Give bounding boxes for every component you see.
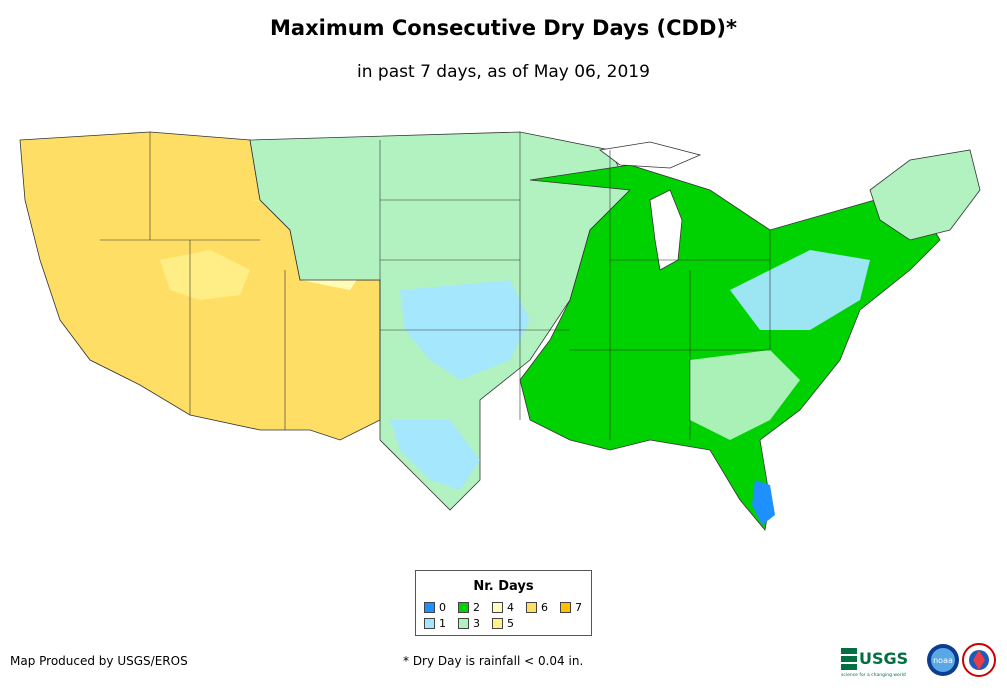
legend-item: 2: [458, 601, 480, 614]
legend-swatch: [492, 618, 503, 629]
legend-item: 3: [458, 617, 480, 630]
legend-swatch: [458, 602, 469, 613]
legend: Nr. Days 0 1 2 3 4 5 6: [415, 570, 592, 636]
legend-item: 7: [560, 601, 582, 614]
region-west-5-days: [160, 250, 250, 300]
us-map: [10, 120, 995, 550]
legend-item: 0: [424, 601, 446, 614]
legend-label: 4: [507, 601, 514, 614]
legend-label: 7: [575, 601, 582, 614]
legend-swatch: [424, 602, 435, 613]
legend-label: 6: [541, 601, 548, 614]
usgs-logo: USGS science for a changing world: [841, 648, 908, 678]
us-map-svg: [19, 131, 981, 531]
legend-items: 0 1 2 3 4 5 6 7: [424, 601, 594, 635]
legend-label: 0: [439, 601, 446, 614]
map-subtitle: in past 7 days, as of May 06, 2019: [357, 62, 650, 82]
logos-svg: USGS science for a changing world noaa: [841, 643, 996, 678]
legend-item: 1: [424, 617, 446, 630]
legend-swatch: [458, 618, 469, 629]
nws-logo: [962, 643, 996, 677]
legend-item: 4: [492, 601, 514, 614]
lake-superior: [599, 141, 702, 169]
region-southeast-3-days: [690, 350, 800, 440]
legend-item: 6: [526, 601, 548, 614]
usgs-tagline: science for a changing world: [841, 672, 906, 678]
legend-swatch: [492, 602, 503, 613]
agency-logos: USGS science for a changing world noaa: [839, 640, 999, 680]
legend-swatch: [526, 602, 537, 613]
legend-title: Nr. Days: [473, 579, 534, 594]
noaa-logo: noaa: [927, 644, 959, 676]
region-newengland-3-days: [869, 149, 981, 241]
state-borders: [100, 132, 771, 440]
legend-item: 5: [492, 617, 514, 630]
usgs-label: USGS: [859, 649, 908, 668]
legend-label: 5: [507, 617, 514, 630]
legend-label: 1: [439, 617, 446, 630]
legend-label: 3: [473, 617, 480, 630]
region-texas-1-day: [390, 420, 480, 490]
credit-text: Map Produced by USGS/EROS: [10, 654, 188, 668]
legend-swatch: [424, 618, 435, 629]
legend-swatch: [560, 602, 571, 613]
noaa-label: noaa: [933, 656, 953, 665]
region-midatlantic-1-day: [730, 250, 870, 330]
region-florida-0-days: [752, 480, 775, 525]
legend-label: 2: [473, 601, 480, 614]
footnote-text: * Dry Day is rainfall < 0.04 in.: [403, 654, 584, 668]
map-title: Maximum Consecutive Dry Days (CDD)*: [270, 16, 737, 40]
